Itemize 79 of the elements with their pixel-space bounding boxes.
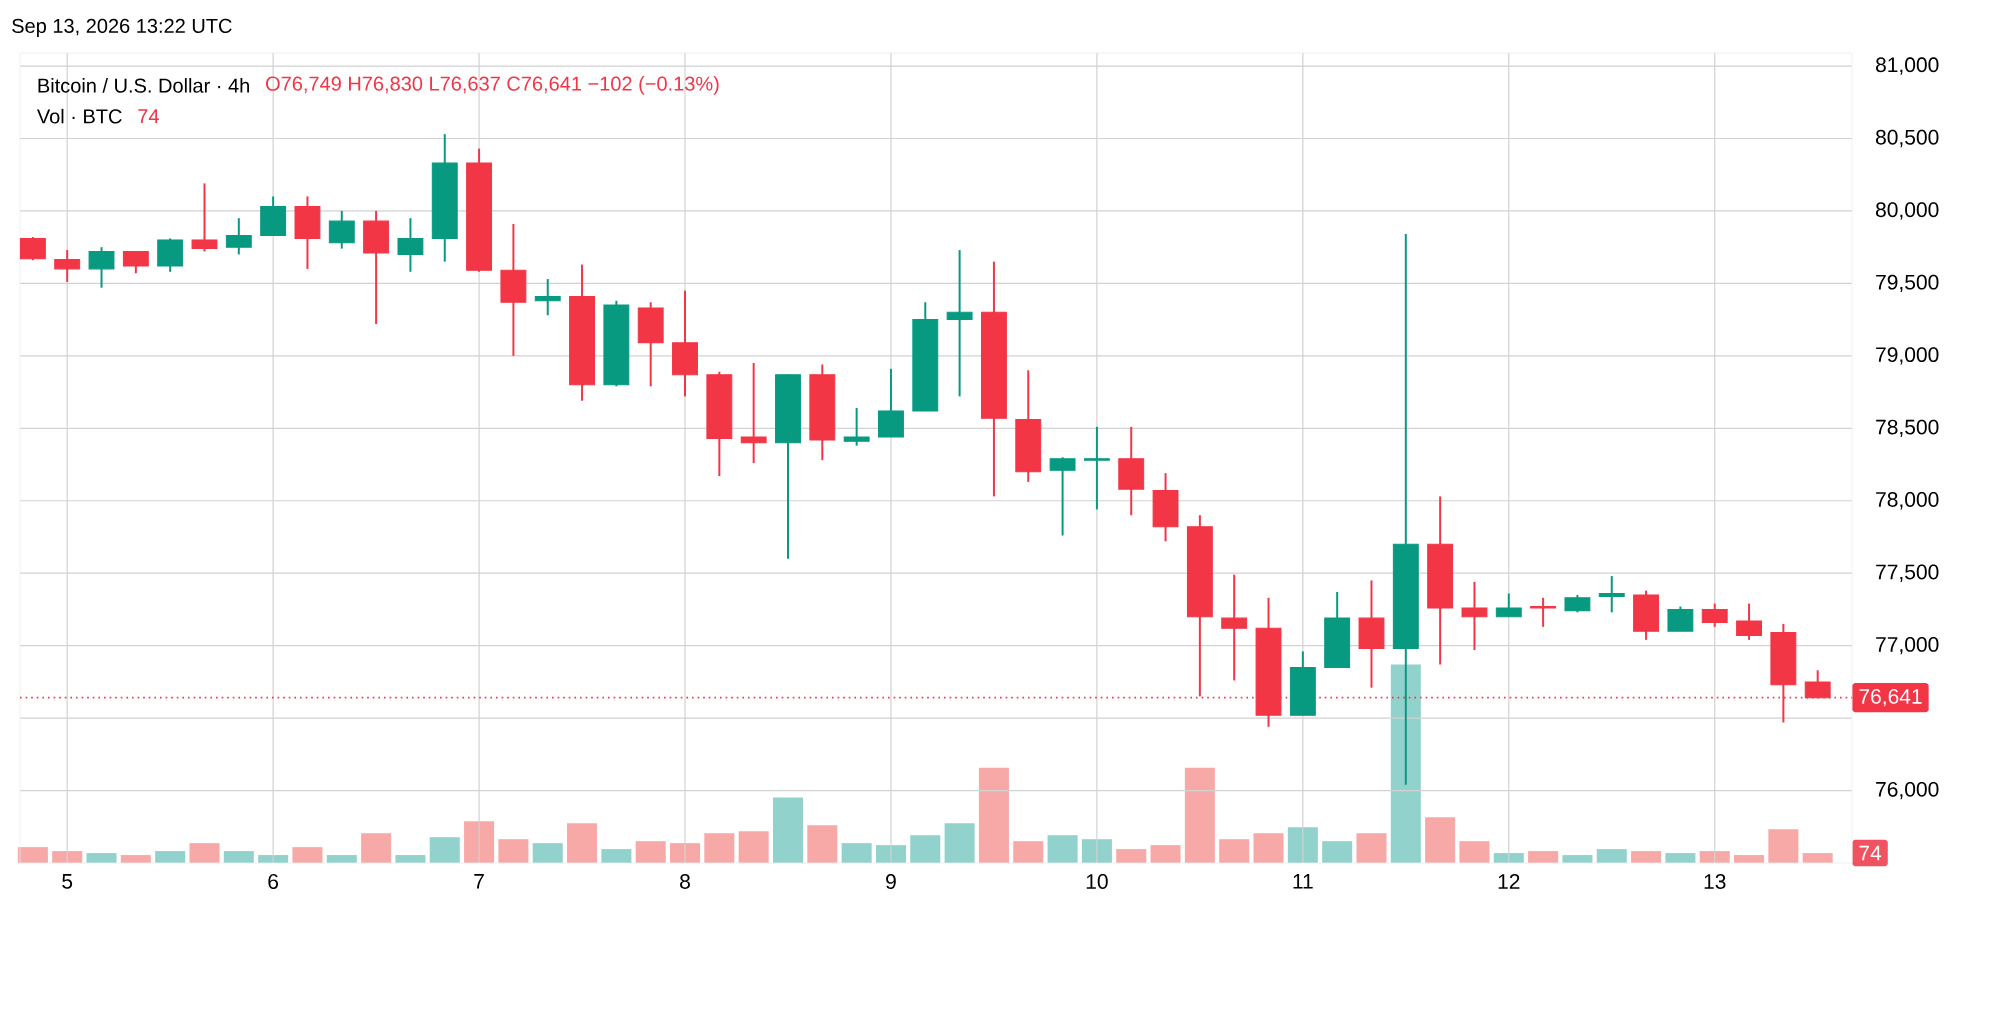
x-tick-label: 12 (1498, 874, 1520, 889)
bar (292, 847, 323, 863)
bar (223, 851, 254, 863)
ref-line-label: 76,641 (1859, 689, 1922, 707)
candlestick (54, 249, 81, 283)
text: O76,749 H76,830 L76,637 C76,641 −102 (−0.13%) (266, 76, 719, 95)
candlestick (1461, 580, 1488, 651)
bar (429, 837, 460, 863)
x-tick-label: 7 (474, 874, 484, 889)
y-tick-label: 78,000 (1876, 492, 1939, 510)
candlestick (946, 249, 973, 398)
y-tick-label: 77,000 (1876, 636, 1939, 655)
bar (1287, 827, 1318, 863)
candlestick (1221, 573, 1248, 682)
bar (1150, 845, 1181, 863)
bar (841, 843, 872, 863)
bar (1631, 851, 1662, 863)
bar (86, 853, 117, 863)
x-tick-label: 9 (886, 874, 896, 889)
x-tick-label: 13 (1704, 874, 1726, 889)
y-tick-label: 80,000 (1876, 202, 1939, 220)
y-tick-label: 79,500 (1876, 274, 1939, 293)
x-tick-label: 10 (1086, 874, 1108, 889)
bar (1425, 817, 1456, 863)
candlestick (191, 182, 218, 253)
bar (772, 797, 804, 863)
bar (910, 835, 941, 863)
candlestick (534, 278, 561, 317)
bar (189, 843, 220, 863)
bar (1390, 664, 1421, 863)
bar (1253, 833, 1284, 863)
bar (1081, 839, 1112, 863)
bar (601, 849, 632, 863)
annotation: 74 (138, 109, 159, 124)
chart-title: Vol · BTC (36, 108, 122, 124)
bar (1459, 841, 1490, 863)
bar (464, 821, 495, 863)
bar (1665, 853, 1696, 863)
y-tick-label: 81,000 (1876, 57, 1939, 75)
x-tick-label: 5 (62, 874, 73, 889)
bar (978, 767, 1009, 863)
bar (944, 823, 975, 863)
x-tick-label: 8 (680, 874, 690, 889)
x-tick-label: 6 (268, 874, 279, 889)
bar (1047, 835, 1078, 863)
bar (155, 851, 186, 863)
bar (1322, 841, 1353, 863)
bar (704, 833, 735, 863)
bar (1802, 853, 1833, 863)
annotation: 74 (1859, 845, 1882, 861)
y-tick-label: 80,500 (1876, 129, 1939, 148)
bar (1013, 841, 1044, 863)
bar (1219, 839, 1250, 863)
candlestick (1598, 575, 1625, 614)
x-tick-label: 11 (1293, 874, 1313, 889)
bar (1356, 833, 1387, 863)
bar (361, 833, 392, 863)
y-tick-label: 77,500 (1876, 564, 1939, 582)
bar (532, 843, 563, 863)
candlestick (740, 362, 767, 465)
bar (498, 839, 529, 863)
bar (567, 823, 598, 863)
candlestick (1049, 456, 1076, 537)
y-tick-label: 79,000 (1876, 347, 1939, 365)
y-tick-label: 76,000 (1876, 781, 1939, 800)
bar (807, 825, 838, 863)
y-tick-label: 78,500 (1876, 419, 1939, 437)
bar (1528, 851, 1559, 863)
candlestick (843, 407, 870, 447)
bar (1116, 849, 1147, 863)
candlestick (1530, 596, 1557, 628)
bar (635, 841, 666, 863)
bar (1768, 829, 1799, 863)
bar (1184, 767, 1215, 863)
bar (1596, 849, 1627, 863)
text: Bitcoin / U.S. Dollar · 4h (38, 78, 249, 93)
bar (738, 831, 769, 863)
text: Sep 13, 2026 13:22 UTC (12, 18, 232, 37)
candlestick (1083, 425, 1110, 511)
